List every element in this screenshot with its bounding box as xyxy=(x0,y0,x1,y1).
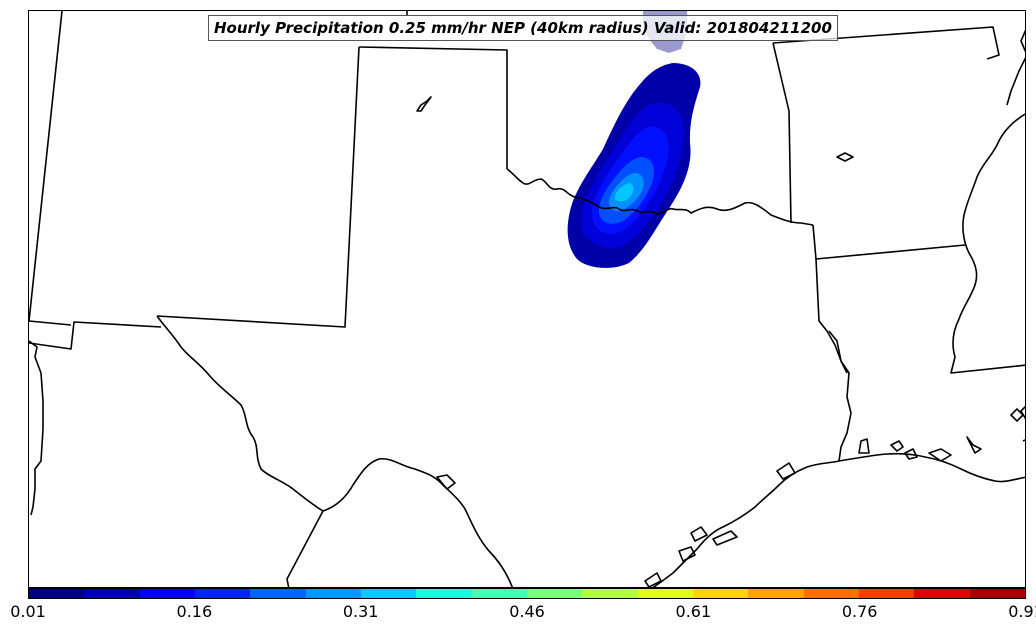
colorbar-segment xyxy=(582,589,638,598)
coast-detail-5 xyxy=(966,436,982,454)
texas-gulf-coast xyxy=(652,460,840,587)
border-rio-grande xyxy=(156,315,514,587)
border-tx-la xyxy=(815,258,852,462)
colorbar-segment xyxy=(969,589,1025,598)
coast-detail-11 xyxy=(678,546,696,562)
precip-level-6 xyxy=(614,183,634,202)
colorbar-tick-label: 0.46 xyxy=(509,602,545,621)
colorbar-tick-label: 0.31 xyxy=(342,602,379,621)
border-nm-tx-east xyxy=(156,46,360,328)
border-mo-north xyxy=(772,26,1000,60)
colorbar-segment xyxy=(526,589,583,598)
colorbar-segment xyxy=(84,589,140,598)
border-nm-west xyxy=(29,11,63,322)
coast-detail-8 xyxy=(776,462,796,480)
state-boundaries xyxy=(29,11,1025,587)
map-canvas xyxy=(29,11,1025,587)
colorbar-tick-label: 0.91 xyxy=(1008,602,1036,621)
border-co-nm xyxy=(29,320,72,326)
coast-detail-2 xyxy=(890,440,904,452)
border-ok-ar xyxy=(772,42,792,224)
colorbar-segment xyxy=(637,589,693,598)
border-red-river xyxy=(506,168,814,226)
border-nm-co-east-small xyxy=(29,340,44,516)
colorbar-tick-label: 0.01 xyxy=(10,602,46,621)
coast-detail-10 xyxy=(712,530,738,546)
lake-1 xyxy=(416,96,432,112)
louisiana-coast xyxy=(838,452,1025,483)
border-ar-la xyxy=(812,224,966,260)
colorbar-segment xyxy=(305,589,361,598)
colorbar-ticks: 0.01 0.16 0.31 0.46 0.61 0.76 0.91 xyxy=(0,599,1036,629)
coast-detail-1 xyxy=(858,438,870,454)
colorbar-segment xyxy=(914,589,970,598)
colorbar-segment xyxy=(139,589,195,598)
colorbar-segment xyxy=(250,589,306,598)
colorbar-tick-label: 0.61 xyxy=(675,602,712,621)
border-ok-north xyxy=(358,46,508,169)
colorbar xyxy=(28,588,1026,599)
colorbar-segment xyxy=(803,589,859,598)
colorbar-segment xyxy=(858,589,915,598)
lake-3 xyxy=(436,474,456,490)
coast-detail-3 xyxy=(904,448,918,460)
colorbar-segment xyxy=(748,589,804,598)
border-ms-al xyxy=(1006,29,1025,106)
border-nm-south xyxy=(29,321,162,350)
colorbar-segment xyxy=(471,589,527,598)
colorbar-segment xyxy=(416,589,472,598)
border-mississippi xyxy=(950,113,1025,374)
coast-detail-7 xyxy=(1020,405,1025,420)
colorbar-tick-label: 0.16 xyxy=(176,602,213,621)
lake-4 xyxy=(828,330,848,374)
map-panel xyxy=(28,10,1026,588)
colorbar-segment xyxy=(194,589,251,598)
border-mexico-inner xyxy=(286,510,324,587)
colorbar-tick-label: 0.76 xyxy=(841,602,878,621)
coast-detail-12 xyxy=(644,572,662,587)
coast-detail-4 xyxy=(928,448,952,462)
lake-2 xyxy=(836,152,854,162)
map-title: Hourly Precipitation 0.25 mm/hr NEP (40k… xyxy=(208,15,838,41)
colorbar-segment xyxy=(29,589,85,598)
precipitation-field xyxy=(567,11,701,268)
border-ms-small xyxy=(1022,439,1025,442)
colorbar-segment xyxy=(360,589,417,598)
colorbar-segment xyxy=(692,589,749,598)
coast-detail-9 xyxy=(690,526,708,542)
